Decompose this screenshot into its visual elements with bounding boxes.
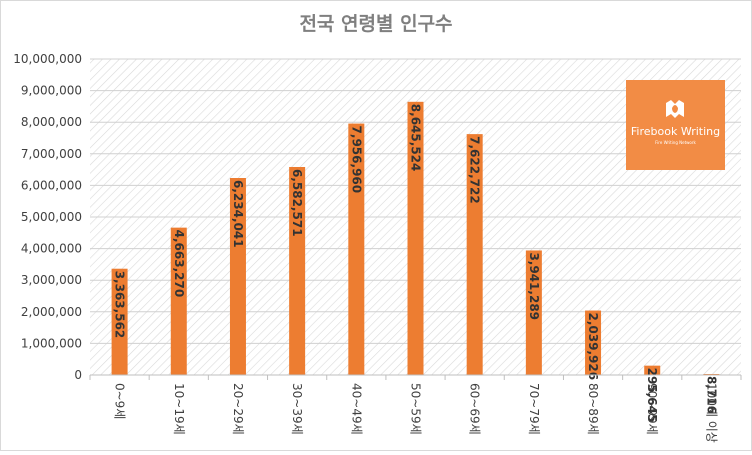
data-label: 6,582,571	[290, 169, 304, 237]
x-tick-label: 40~49세	[349, 383, 363, 435]
y-tick-label: 6,000,000	[21, 178, 82, 192]
bar	[525, 250, 542, 375]
data-label: 7,956,960	[349, 126, 363, 194]
y-tick-label: 4,000,000	[21, 242, 82, 256]
y-tick-label: 1,000,000	[21, 336, 82, 350]
y-tick-label: 9,000,000	[21, 84, 82, 98]
y-tick-label: 8,000,000	[21, 115, 82, 129]
y-tick-label: 3,000,000	[21, 273, 82, 287]
x-tick-label: 50~59세	[409, 383, 423, 435]
x-tick-label: 100세 이상	[704, 383, 718, 443]
bars: 3,363,562 4,663,270 6,234,041 6,582,571 7,95…	[111, 101, 720, 423]
x-tick-label: 60~69세	[468, 383, 482, 435]
x-tick-label: 30~39세	[290, 383, 304, 435]
y-tick-label: 2,000,000	[21, 305, 82, 319]
watermark-logo: Firebook Writing Fire Writing Network	[626, 80, 725, 170]
data-label: 2,039,926	[586, 313, 600, 381]
y-tick-label: 5,000,000	[21, 210, 82, 224]
data-label: 6,234,041	[231, 180, 245, 248]
x-tick-label: 80~89세	[586, 383, 600, 435]
data-label: 7,622,722	[468, 136, 482, 204]
bar	[170, 227, 187, 375]
y-axis: 0 1,000,000 2,000,000 3,000,000 4,000,000 5,0…	[13, 52, 82, 382]
watermark-name: Firebook Writing	[631, 125, 720, 138]
x-tick-label: 70~79세	[527, 383, 541, 435]
bar	[348, 123, 365, 376]
watermark-book-icon	[666, 100, 684, 118]
bar	[644, 365, 661, 375]
x-tick-label: 0~9세	[113, 383, 127, 419]
x-tick-label: 10~19세	[172, 383, 186, 435]
y-tick-label: 10,000,000	[13, 52, 82, 66]
x-tick-label: 90~99세	[645, 383, 659, 435]
data-label: 3,363,562	[113, 271, 127, 339]
bar	[229, 178, 246, 375]
data-label: 3,941,289	[527, 252, 541, 320]
bar	[585, 310, 602, 375]
data-label: 4,663,270	[172, 230, 186, 298]
bar	[111, 268, 128, 375]
bar	[407, 101, 424, 375]
bar	[289, 166, 306, 375]
data-label: 8,645,524	[409, 104, 423, 172]
bar	[466, 134, 483, 375]
x-tick-label: 20~29세	[231, 383, 245, 435]
watermark-tagline: Fire Writing Network	[655, 140, 696, 145]
data-label: 8,716	[704, 376, 718, 414]
y-tick-label: 0	[74, 368, 82, 382]
data-label: 295,645	[645, 368, 659, 423]
y-tick-label: 7,000,000	[21, 147, 82, 161]
watermark-background	[626, 80, 725, 170]
x-axis: 0~9세 10~19세 20~29세 30~39세 40~49세 50~59세 60~69세…	[89, 374, 742, 443]
chart-title: 전국 연령별 인구수	[299, 13, 452, 35]
